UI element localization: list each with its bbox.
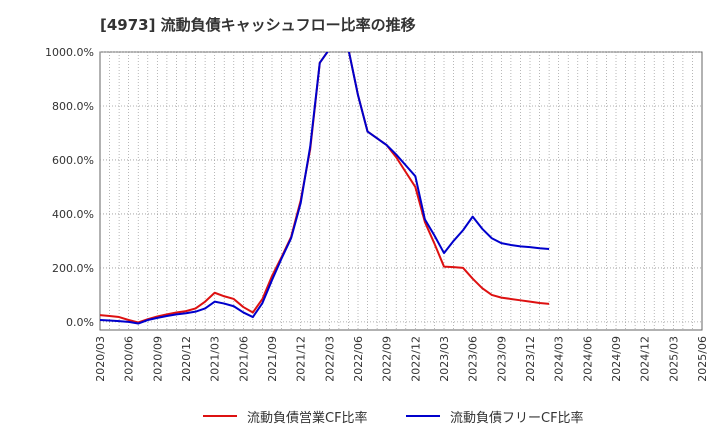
x-tick-label: 2022/06 [352,336,365,382]
x-tick-label: 2023/09 [495,336,508,382]
x-tick-label: 2022/12 [409,336,422,382]
x-tick-label: 2023/03 [438,336,451,382]
x-tick-label: 2020/12 [180,336,193,382]
x-tick-label: 2023/06 [467,336,480,382]
y-tick-label: 200.0% [52,262,94,275]
legend-swatch-operating-cf [203,415,237,417]
x-tick-label: 2024/06 [581,336,594,382]
x-tick-label: 2024/12 [639,336,652,382]
plot-area [99,51,703,331]
x-tick-label: 2025/03 [667,336,680,382]
x-tick-label: 2021/09 [266,336,279,382]
legend: 流動負債営業CF比率 流動負債フリーCF比率 [0,405,720,427]
legend-label-operating-cf: 流動負債営業CF比率 [247,410,368,426]
x-tick-label: 2020/09 [151,336,164,382]
legend-item-free-cf: 流動負債フリーCF比率 [406,405,584,427]
legend-label-free-cf: 流動負債フリーCF比率 [450,410,584,426]
x-tick-label: 2025/06 [696,336,709,382]
y-tick-label: 400.0% [52,208,94,221]
y-tick-label: 1000.0% [45,46,94,59]
y-tick-label: 600.0% [52,154,94,167]
grid-lines [100,51,702,330]
legend-swatch-free-cf [406,415,440,417]
line-chart: 0.0% 200.0% 400.0% 600.0% 800.0% 1000.0% 2020… [45,46,709,382]
x-tick-label: 2024/09 [610,336,623,382]
x-tick-label: 2020/03 [94,336,107,382]
legend-item-operating-cf: 流動負債営業CF比率 [203,405,368,427]
x-tick-label: 2021/03 [209,336,222,382]
chart-title: [4973] 流動負債キャッシュフロー比率の推移 [100,16,416,34]
x-tick-label: 2020/06 [123,336,136,382]
series-lines [100,52,550,325]
x-tick-label: 2022/03 [323,336,336,382]
y-axis-ticks: 0.0% 200.0% 400.0% 600.0% 800.0% 1000.0% [45,46,94,329]
x-tick-label: 2024/03 [553,336,566,382]
series-line-free-cf [100,52,550,325]
y-tick-label: 0.0% [66,316,94,329]
x-axis-ticks: 2020/03 2020/06 2020/09 2020/12 2021/03 2021/… [94,336,709,382]
x-tick-label: 2021/06 [237,336,250,382]
x-tick-label: 2023/12 [524,336,537,382]
y-tick-label: 800.0% [52,100,94,113]
x-tick-label: 2022/09 [381,336,394,382]
x-tick-label: 2021/12 [295,336,308,382]
